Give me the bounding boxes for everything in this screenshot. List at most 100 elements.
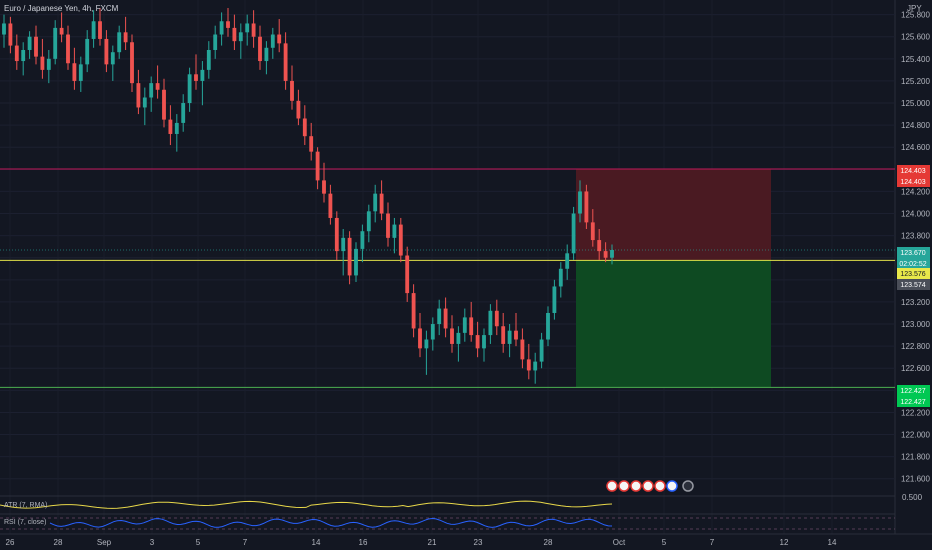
candle[interactable] bbox=[226, 21, 230, 28]
candle[interactable] bbox=[558, 268, 563, 287]
event-markers[interactable] bbox=[606, 480, 694, 492]
candle[interactable] bbox=[21, 49, 26, 62]
atr-line[interactable] bbox=[0, 500, 613, 509]
candle[interactable] bbox=[603, 251, 608, 258]
candle[interactable] bbox=[117, 32, 122, 53]
candle[interactable] bbox=[104, 38, 109, 65]
candle[interactable] bbox=[72, 63, 77, 81]
candle[interactable] bbox=[142, 97, 147, 108]
candle[interactable] bbox=[296, 100, 301, 119]
candle[interactable] bbox=[200, 69, 205, 81]
candle[interactable] bbox=[213, 34, 218, 50]
candle[interactable] bbox=[110, 52, 115, 65]
candles[interactable] bbox=[2, 8, 614, 384]
currency-label[interactable]: JPY bbox=[907, 4, 922, 13]
event-flag-icon[interactable] bbox=[630, 480, 642, 492]
candle[interactable] bbox=[507, 330, 512, 344]
candle[interactable] bbox=[219, 21, 224, 35]
candle[interactable] bbox=[277, 34, 282, 44]
candle[interactable] bbox=[290, 80, 294, 101]
candle[interactable] bbox=[354, 248, 358, 276]
candle[interactable] bbox=[53, 27, 58, 59]
candle[interactable] bbox=[322, 180, 326, 194]
candle[interactable] bbox=[526, 359, 531, 371]
risk-zone[interactable] bbox=[576, 169, 771, 261]
candle[interactable] bbox=[411, 293, 416, 329]
candle[interactable] bbox=[347, 237, 352, 276]
candle[interactable] bbox=[533, 361, 538, 371]
candle[interactable] bbox=[450, 328, 454, 344]
candle[interactable] bbox=[328, 193, 333, 218]
candle[interactable] bbox=[379, 193, 384, 214]
candle[interactable] bbox=[366, 211, 371, 232]
candle[interactable] bbox=[405, 255, 410, 294]
candle[interactable] bbox=[264, 47, 269, 62]
candle[interactable] bbox=[546, 312, 550, 340]
candle[interactable] bbox=[494, 310, 499, 327]
candle[interactable] bbox=[232, 27, 237, 42]
candle[interactable] bbox=[462, 317, 467, 333]
candle[interactable] bbox=[552, 286, 557, 313]
rsi-indicator-label[interactable]: RSI (7, close) bbox=[4, 519, 47, 526]
event-flag-icon[interactable] bbox=[682, 480, 694, 492]
candle[interactable] bbox=[174, 122, 179, 134]
candle[interactable] bbox=[584, 191, 589, 223]
rsi-line[interactable] bbox=[49, 517, 613, 528]
candle[interactable] bbox=[418, 328, 422, 349]
candle[interactable] bbox=[46, 58, 51, 70]
candle[interactable] bbox=[597, 240, 602, 252]
symbol-title[interactable]: Euro / Japanese Yen, 4h, FXCM bbox=[4, 4, 119, 13]
candle[interactable] bbox=[475, 335, 480, 349]
candle[interactable] bbox=[398, 224, 403, 256]
candle[interactable] bbox=[130, 42, 134, 84]
event-flag-icon[interactable] bbox=[618, 480, 630, 492]
candle[interactable] bbox=[91, 21, 96, 39]
candle[interactable] bbox=[283, 43, 288, 81]
candle[interactable] bbox=[430, 324, 435, 340]
candle[interactable] bbox=[136, 83, 141, 108]
candle[interactable] bbox=[392, 224, 397, 238]
candle[interactable] bbox=[482, 335, 486, 349]
reward-zone[interactable] bbox=[576, 260, 771, 388]
candle[interactable] bbox=[123, 32, 128, 43]
candle[interactable] bbox=[162, 89, 166, 120]
candle[interactable] bbox=[258, 36, 262, 62]
candle[interactable] bbox=[373, 193, 378, 212]
candle[interactable] bbox=[469, 317, 474, 336]
candle[interactable] bbox=[514, 330, 518, 340]
candle[interactable] bbox=[590, 222, 595, 241]
candle[interactable] bbox=[187, 74, 192, 104]
candle[interactable] bbox=[14, 45, 19, 62]
candle[interactable] bbox=[34, 36, 38, 57]
candle[interactable] bbox=[168, 119, 173, 134]
candle[interactable] bbox=[309, 136, 314, 152]
candle[interactable] bbox=[251, 23, 256, 37]
candle[interactable] bbox=[206, 49, 211, 70]
event-flag-icon[interactable] bbox=[666, 480, 678, 492]
candle[interactable] bbox=[245, 23, 250, 33]
candle[interactable] bbox=[578, 191, 582, 214]
candle[interactable] bbox=[66, 34, 70, 64]
candle[interactable] bbox=[149, 83, 154, 98]
candle[interactable] bbox=[40, 56, 45, 70]
candle[interactable] bbox=[27, 36, 32, 50]
event-flag-icon[interactable] bbox=[642, 480, 654, 492]
candle[interactable] bbox=[85, 38, 90, 65]
atr-indicator-label[interactable]: ATR (7, RMA) bbox=[4, 502, 48, 509]
candle[interactable] bbox=[59, 27, 64, 35]
candle[interactable] bbox=[315, 151, 320, 181]
candle[interactable] bbox=[610, 250, 614, 258]
candle[interactable] bbox=[155, 83, 160, 90]
candle[interactable] bbox=[181, 103, 186, 123]
candle[interactable] bbox=[341, 237, 346, 252]
candle[interactable] bbox=[194, 74, 198, 81]
candle[interactable] bbox=[2, 23, 6, 35]
candle[interactable] bbox=[238, 32, 243, 42]
candle[interactable] bbox=[302, 118, 307, 137]
candle[interactable] bbox=[456, 332, 461, 344]
candle[interactable] bbox=[270, 34, 275, 48]
candle[interactable] bbox=[488, 310, 493, 336]
candle[interactable] bbox=[443, 308, 448, 329]
